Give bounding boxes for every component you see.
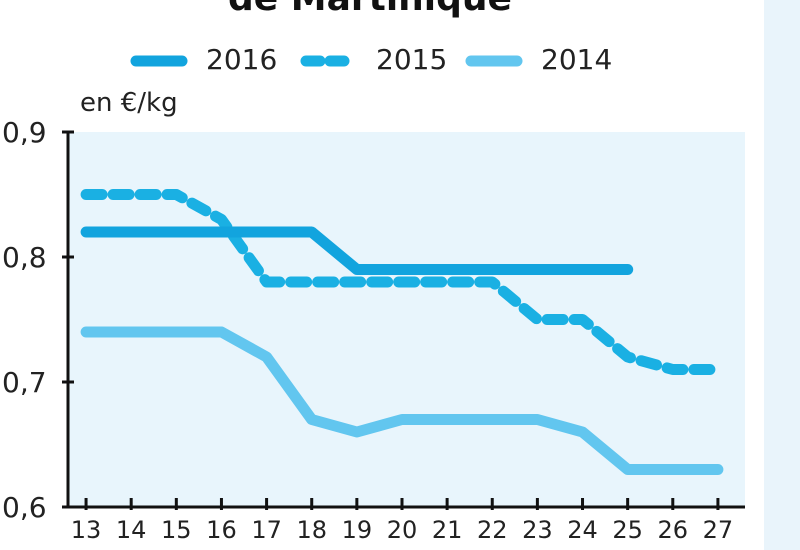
x-tick-label: 14	[116, 516, 147, 544]
x-tick-label: 24	[567, 516, 598, 544]
y-tick-label: 0,8	[2, 241, 47, 274]
series-line-2014	[80, 326, 724, 475]
legend-label-2014: 2014	[541, 43, 613, 76]
line-chart: 0,6 0,7 0,8 0,9 13 14 15 16 17 18 19 20 21 22 23 24 25 26…	[2, 116, 745, 544]
x-tick-label: 13	[71, 516, 102, 544]
side-panel	[764, 0, 800, 550]
legend-swatch-2014	[465, 55, 523, 67]
y-tick-label: 0,6	[2, 491, 47, 524]
chart-title: de Martinique	[0, 0, 740, 19]
x-tick-label: 15	[161, 516, 192, 544]
x-tick-label: 26	[658, 516, 689, 544]
legend-swatch-2015	[300, 55, 358, 67]
x-tick-label: 23	[522, 516, 553, 544]
x-tick-label: 17	[251, 516, 282, 544]
x-tick-label: 19	[342, 516, 373, 544]
legend-label-2016: 2016	[206, 43, 278, 76]
x-tick-label: 16	[206, 516, 237, 544]
x-tick-label: 25	[612, 516, 643, 544]
legend-swatch-2016	[130, 55, 188, 67]
y-tick-label: 0,7	[2, 366, 47, 399]
x-tick-label: 18	[296, 516, 327, 544]
x-tick-label: 20	[387, 516, 418, 544]
series-line-2015	[80, 189, 724, 375]
x-tick-label: 21	[432, 516, 463, 544]
x-tick-label: 27	[703, 516, 734, 544]
y-tick-label: 0,9	[2, 116, 47, 149]
plot-area	[68, 132, 745, 507]
x-tick-label: 22	[477, 516, 508, 544]
series-line-2016	[80, 226, 634, 275]
legend-label-2015: 2015	[376, 43, 448, 76]
y-axis-unit-label: en €/kg	[80, 88, 178, 118]
chart-legend: 2016 2015 2014	[130, 43, 650, 78]
